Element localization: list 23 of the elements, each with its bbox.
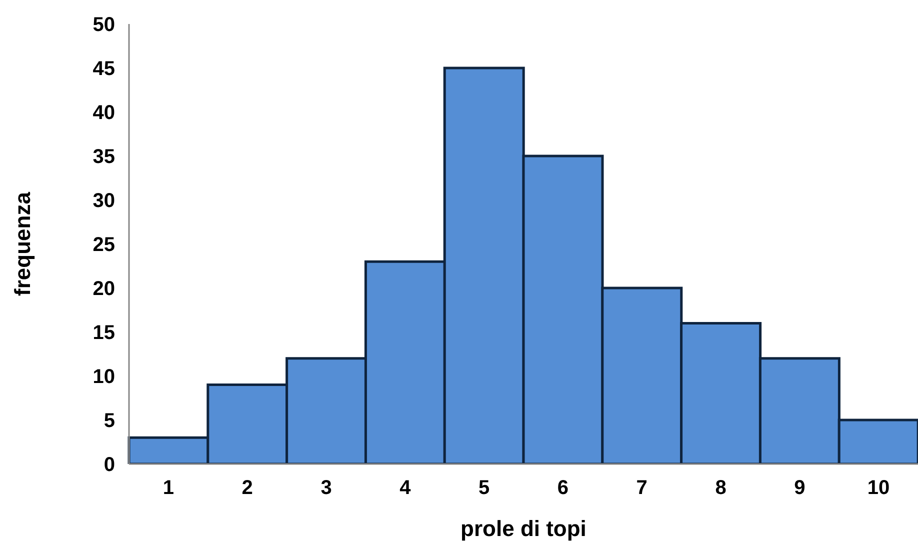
y-tick-label: 25 [92,234,115,256]
y-tick-label: 15 [92,322,115,344]
y-tick-label: 45 [92,58,115,80]
y-tick-label: 20 [92,278,115,300]
x-tick-label: 3 [320,477,332,500]
x-tick-label: 1 [162,477,174,500]
x-tick-label: 7 [636,477,648,500]
x-tick-label: 2 [242,477,253,500]
y-tick-label: 30 [92,190,115,212]
x-tick-label: 9 [794,477,806,500]
x-tick-label: 5 [478,477,490,500]
y-tick-label: 40 [92,102,115,124]
y-tick-label: 0 [104,454,115,476]
y-tick-label: 35 [92,146,115,168]
y-tick-label: 50 [92,14,115,36]
x-tick-label: 6 [557,477,569,500]
x-axis-title: prole di topi [460,516,586,541]
x-tick-label: 10 [867,477,890,500]
y-tick-label: 10 [92,366,115,388]
x-tick-label: 8 [715,477,726,500]
y-tick-label: 5 [104,410,115,432]
x-tick-label: 4 [400,477,412,500]
y-axis-title: frequenza [10,191,35,296]
